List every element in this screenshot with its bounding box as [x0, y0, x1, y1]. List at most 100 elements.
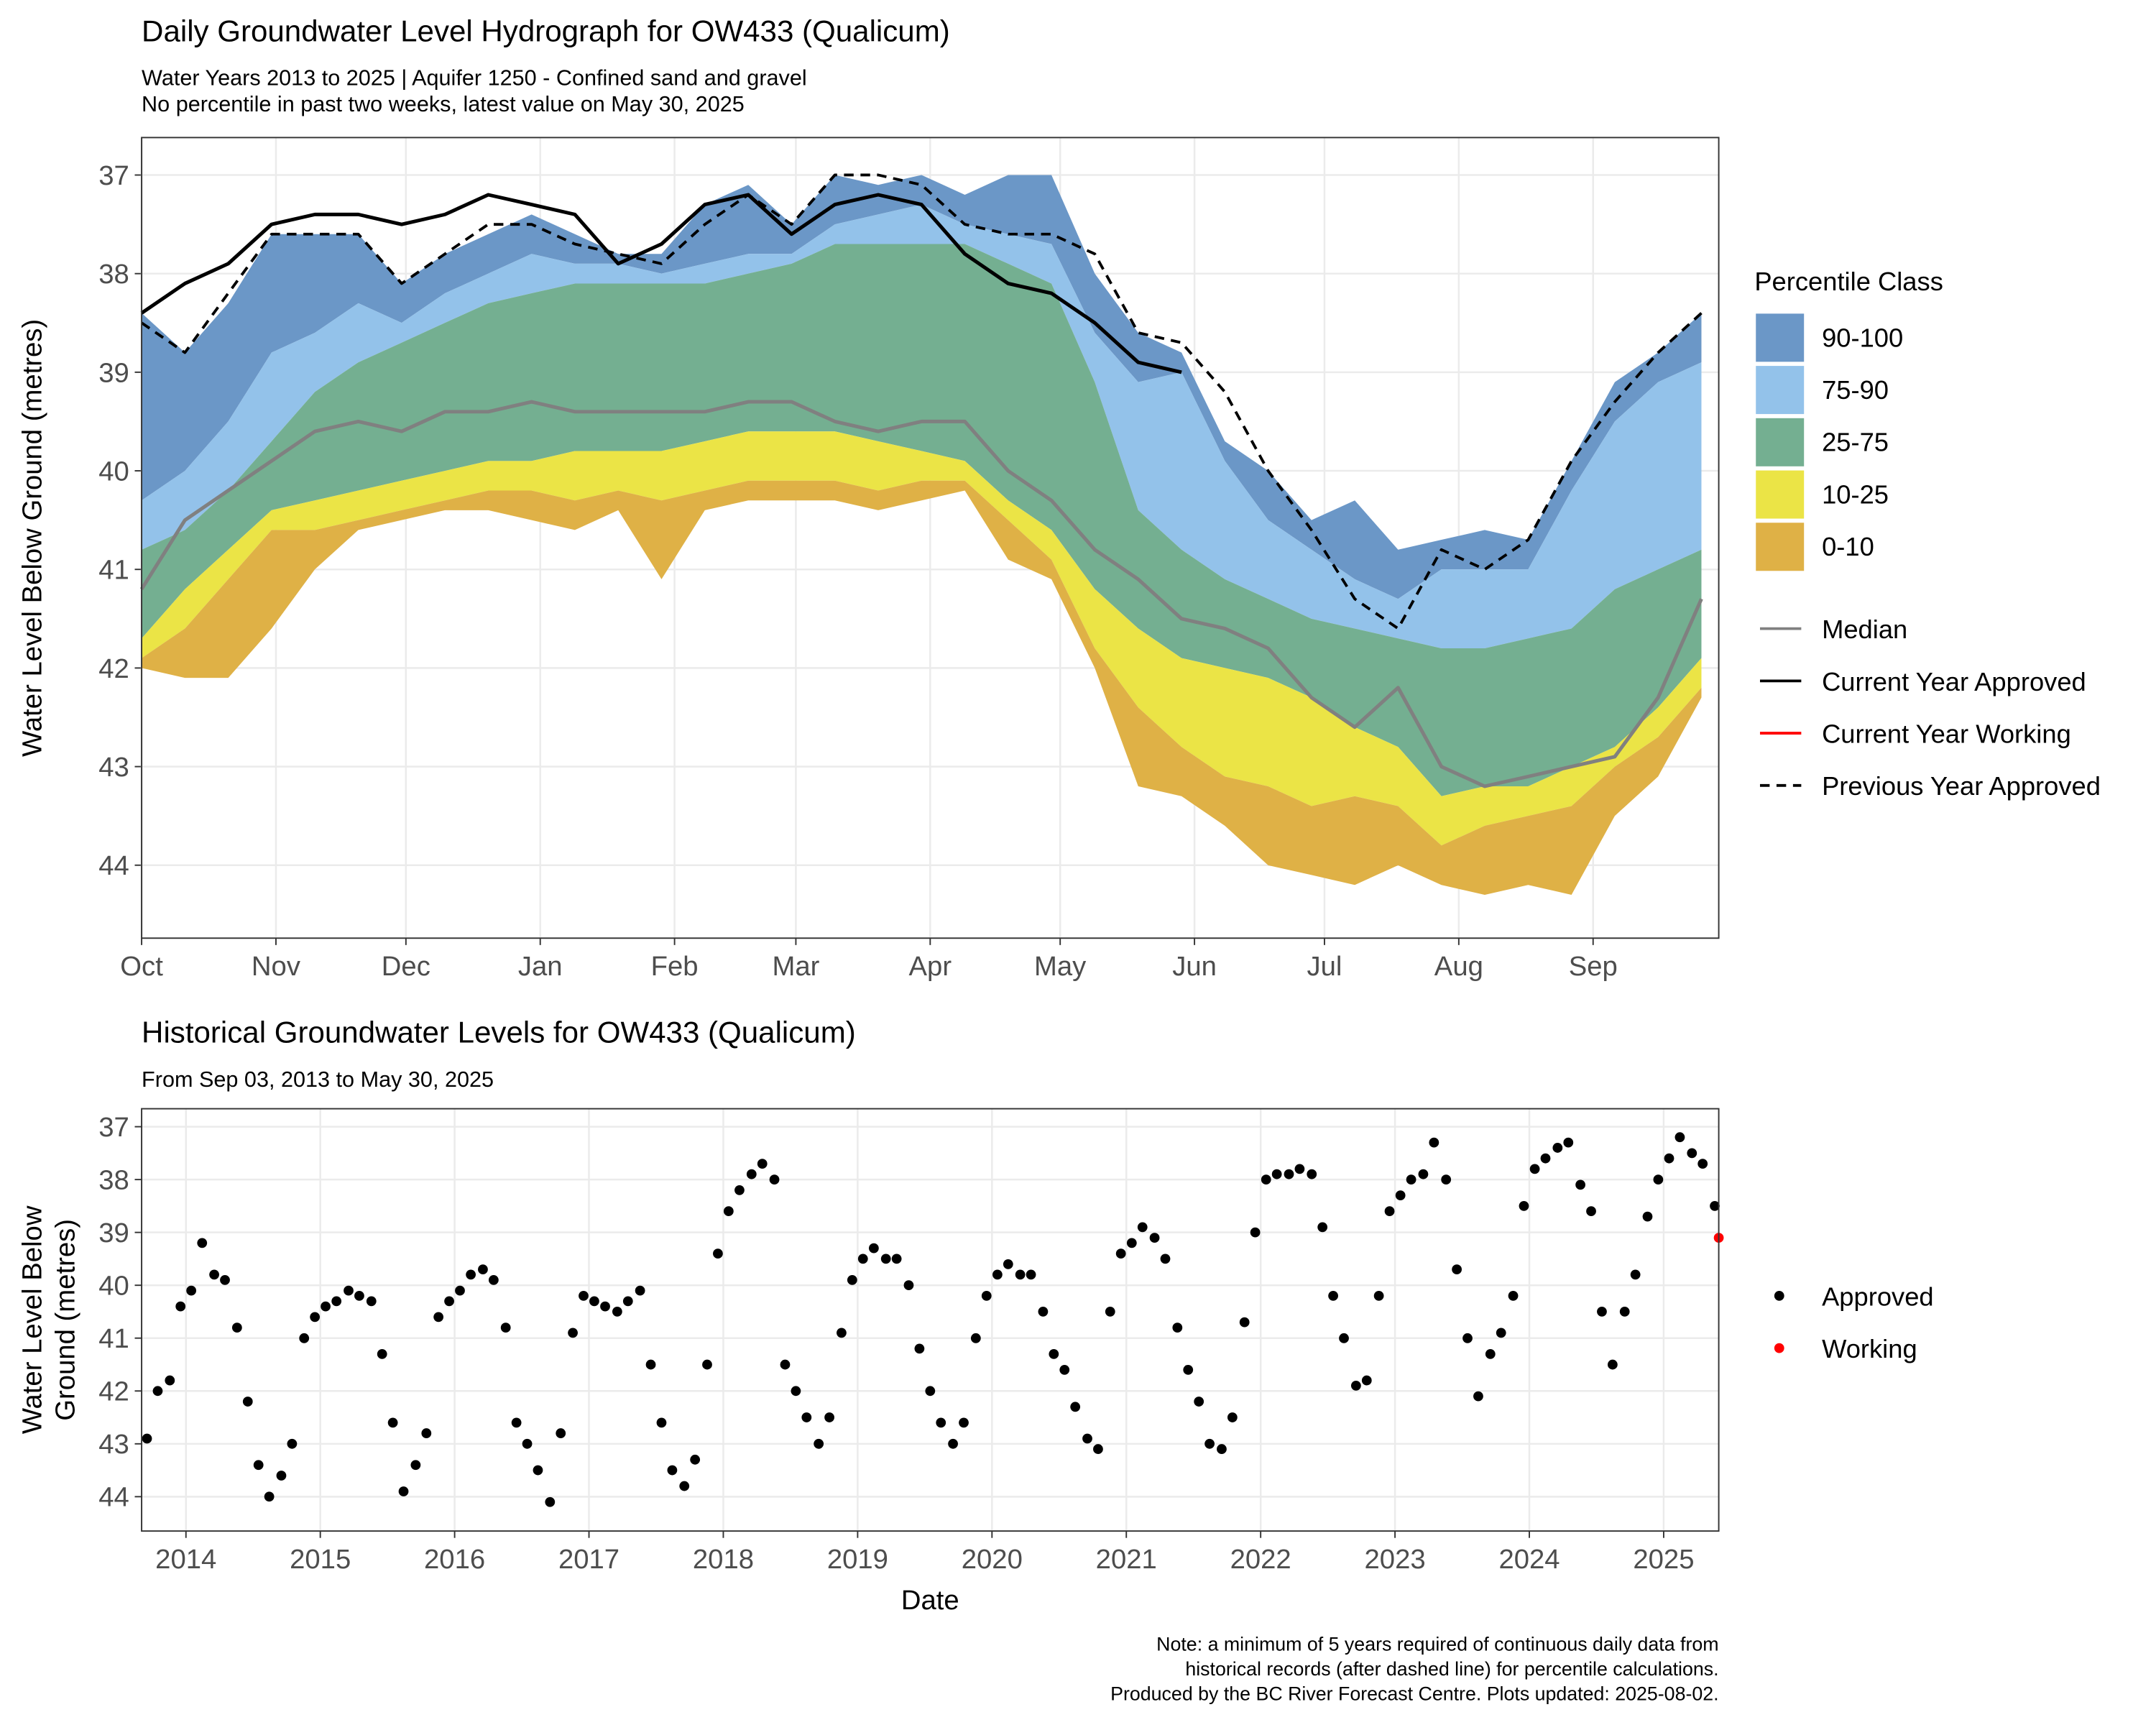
data-point [837, 1328, 847, 1338]
data-point [1137, 1222, 1148, 1233]
data-point [1653, 1174, 1664, 1185]
data-point [1239, 1317, 1250, 1328]
data-point [824, 1412, 834, 1422]
data-point [992, 1269, 1003, 1280]
data-point [1307, 1169, 1317, 1179]
y-tick-label: 41 [98, 1323, 129, 1354]
data-point [1586, 1206, 1596, 1217]
data-point [421, 1428, 432, 1438]
y-tick-label: 38 [98, 1165, 129, 1196]
data-point [723, 1206, 734, 1217]
series-line [140, 173, 1703, 630]
x-tick-label: Jun [1172, 951, 1217, 982]
legend-label: 75-90 [1822, 375, 1889, 405]
data-point [589, 1296, 599, 1307]
x-tick-label: 2018 [693, 1544, 754, 1575]
data-point [1015, 1269, 1026, 1280]
x-tick-label: 2023 [1365, 1544, 1426, 1575]
x-tick-label: Feb [651, 951, 699, 982]
data-point [746, 1169, 757, 1179]
y-tick-label: 37 [98, 160, 129, 191]
legend-marker [1774, 1290, 1784, 1301]
data-point [197, 1238, 208, 1248]
x-tick-label: 2024 [1498, 1544, 1560, 1575]
data-point [242, 1397, 253, 1407]
data-point [1194, 1397, 1204, 1407]
data-point [299, 1333, 310, 1343]
x-tick-label: Mar [772, 951, 819, 982]
chart-subtitle: From Sep 03, 2013 to May 30, 2025 [142, 1067, 494, 1092]
data-point [1642, 1211, 1653, 1222]
data-point [1082, 1433, 1092, 1444]
x-tick-label: May [1034, 951, 1087, 982]
x-tick-label: 2022 [1230, 1544, 1291, 1575]
data-point [645, 1359, 656, 1370]
data-point [1204, 1438, 1215, 1449]
data-point [600, 1301, 610, 1312]
data-point [814, 1438, 824, 1449]
legend-label: Current Year Working [1822, 719, 2071, 748]
chart-subtitle: Water Years 2013 to 2025 | Aquifer 1250 … [142, 66, 807, 91]
data-point [568, 1328, 578, 1338]
panel [142, 1108, 1719, 1532]
data-point [1271, 1169, 1282, 1179]
data-point [1217, 1444, 1227, 1454]
data-point [511, 1417, 522, 1428]
series-line [140, 193, 1182, 374]
panel-border [141, 137, 1720, 939]
y-tick-label: 44 [98, 1482, 129, 1513]
data-point [410, 1460, 421, 1471]
data-point [533, 1465, 543, 1476]
x-axis-title: Date [901, 1585, 959, 1616]
percentile-band [142, 480, 1702, 895]
data-point [321, 1301, 331, 1312]
data-point [1508, 1290, 1519, 1301]
data-point [612, 1306, 622, 1317]
legend-swatch [1756, 313, 1805, 362]
data-point [635, 1285, 645, 1296]
x-tick-label: Apr [909, 951, 952, 982]
data-point [1026, 1269, 1036, 1280]
x-tick-label: 2016 [424, 1544, 485, 1575]
data-point [1710, 1201, 1720, 1211]
data-point [757, 1159, 768, 1169]
data-point [936, 1417, 946, 1428]
data-point [948, 1438, 958, 1449]
data-point [522, 1438, 533, 1449]
data-point [1575, 1179, 1585, 1190]
data-point [1250, 1227, 1261, 1238]
data-point [387, 1417, 398, 1428]
data-point [1160, 1254, 1171, 1264]
data-point [1496, 1328, 1506, 1338]
x-tick-label: Jul [1307, 951, 1342, 982]
legend-swatch [1756, 523, 1805, 571]
x-tick-label: 2015 [290, 1544, 351, 1575]
data-point [1462, 1333, 1473, 1343]
y-tick-label: 39 [98, 357, 129, 388]
data-point [1384, 1206, 1395, 1217]
data-point [1441, 1174, 1452, 1185]
data-point [455, 1285, 465, 1296]
footnote: Note: a minimum of 5 years required of c… [1156, 1634, 1718, 1655]
data-point [1059, 1364, 1070, 1375]
chart-subtitle: No percentile in past two weeks, latest … [142, 92, 745, 116]
data-point [1093, 1444, 1103, 1454]
data-point [1619, 1306, 1630, 1317]
data-point [287, 1438, 298, 1449]
x-tick-label: 2020 [962, 1544, 1023, 1575]
data-point [1406, 1174, 1416, 1185]
data-point [1429, 1137, 1439, 1148]
data-point [1529, 1164, 1540, 1174]
data-point [433, 1312, 444, 1322]
data-point [1038, 1306, 1049, 1317]
legend-label: 0-10 [1822, 532, 1874, 561]
data-point [1115, 1248, 1126, 1259]
data-point [1552, 1143, 1563, 1153]
y-tick-label: 40 [98, 456, 129, 487]
y-tick-label: 37 [98, 1112, 129, 1143]
data-point [690, 1454, 701, 1465]
data-point [1563, 1137, 1574, 1148]
data-point [1630, 1269, 1641, 1280]
x-tick-label: Sep [1569, 951, 1618, 982]
data-point [925, 1386, 936, 1397]
